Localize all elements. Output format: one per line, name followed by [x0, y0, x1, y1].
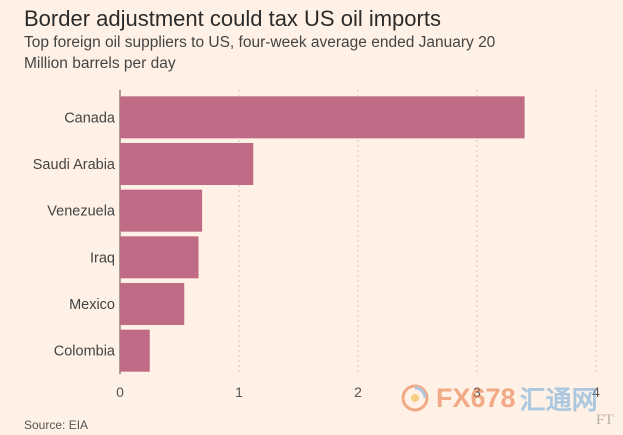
- category-labels: Canada Saudi Arabia Venezuela Iraq Mexico Col…: [33, 110, 116, 359]
- x-tick-label: 4: [592, 384, 600, 400]
- x-tick-label: 2: [354, 384, 362, 400]
- bar: [120, 236, 199, 279]
- category-label: Canada: [64, 110, 116, 126]
- x-tick-labels: 0 1 2 3 4: [116, 384, 600, 400]
- bar: [120, 96, 525, 139]
- x-tick-label: 1: [235, 384, 243, 400]
- bar: [120, 329, 150, 372]
- swirl-logo-icon: [401, 384, 429, 412]
- unit-label: Million barrels per day: [24, 55, 176, 72]
- category-label: Iraq: [90, 250, 115, 266]
- x-tick-label: 0: [116, 384, 124, 400]
- bar: [120, 189, 203, 232]
- bars: [120, 96, 525, 372]
- bar: [120, 143, 254, 185]
- category-label: Mexico: [69, 297, 115, 313]
- watermark-text-cn: 汇通网: [519, 384, 598, 415]
- category-label: Saudi Arabia: [33, 157, 116, 173]
- bar: [120, 283, 185, 325]
- chart-title: Border adjustment could tax US oil impor…: [24, 6, 441, 31]
- source-note: Source: EIA: [24, 418, 89, 432]
- watermark-logo: FX678 汇通网: [400, 381, 598, 415]
- category-label: Colombia: [54, 344, 116, 360]
- ft-corner-mark: FT: [596, 412, 614, 428]
- category-label: Venezuela: [47, 204, 116, 220]
- watermark-text: FX678: [436, 382, 516, 413]
- x-tick-label: 3: [473, 384, 481, 400]
- chart-subtitle: Top foreign oil suppliers to US, four-we…: [24, 34, 496, 51]
